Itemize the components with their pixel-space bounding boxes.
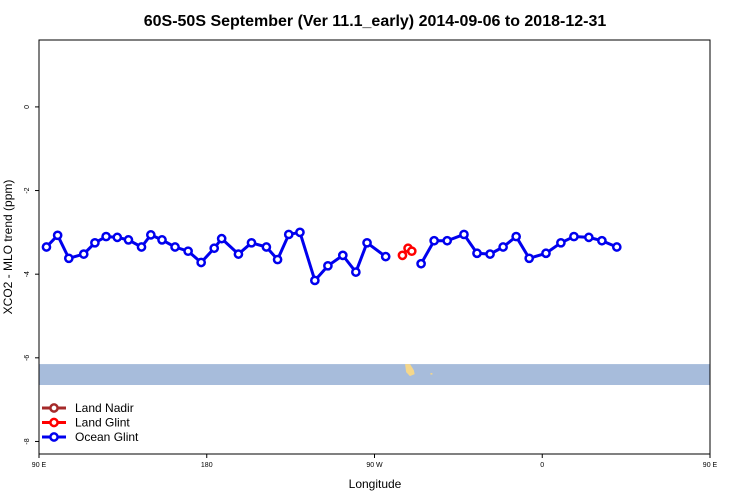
data-point xyxy=(136,242,147,252)
data-point xyxy=(416,258,426,269)
data-point xyxy=(101,231,111,242)
data-point xyxy=(261,242,272,252)
data-point xyxy=(112,232,123,243)
y-tick-label: -6 xyxy=(24,355,31,361)
series-land-glint xyxy=(397,243,417,261)
data-point xyxy=(216,233,227,244)
legend-marker xyxy=(49,417,59,428)
data-point xyxy=(157,235,167,245)
data-point xyxy=(323,260,333,271)
legend-label: Land Glint xyxy=(75,416,130,430)
chart-title: 60S-50S September (Ver 11.1_early) 2014-… xyxy=(144,13,607,30)
data-point xyxy=(597,235,607,246)
island-land xyxy=(430,373,433,375)
data-point xyxy=(524,253,535,264)
data-point xyxy=(337,250,348,261)
data-point xyxy=(78,249,89,259)
y-tick-label: -4 xyxy=(24,271,31,277)
data-point xyxy=(351,267,361,277)
legend-label: Ocean Glint xyxy=(75,430,139,444)
data-point xyxy=(283,229,294,240)
legend-item: Land Glint xyxy=(42,416,130,430)
data-point xyxy=(170,242,180,252)
data-point xyxy=(459,229,469,240)
data-point xyxy=(52,230,63,241)
data-point xyxy=(123,235,134,245)
data-point xyxy=(442,235,453,246)
data-point xyxy=(233,249,244,259)
data-point xyxy=(498,242,508,252)
data-point xyxy=(310,275,320,286)
data-point xyxy=(295,227,305,238)
data-point xyxy=(556,237,566,248)
legend-item: Land Nadir xyxy=(42,401,134,415)
series-line xyxy=(45,230,387,282)
y-tick-label: -2 xyxy=(24,187,31,193)
data-point xyxy=(583,232,594,243)
x-tick-label: 90 W xyxy=(366,462,383,469)
data-point xyxy=(41,242,52,252)
data-point xyxy=(511,231,522,242)
data-point xyxy=(63,253,74,264)
data-point xyxy=(272,254,283,265)
legend-item: Ocean Glint xyxy=(42,430,139,444)
land-band-layer xyxy=(39,364,710,385)
x-tick-label: 180 xyxy=(201,462,213,469)
data-point xyxy=(569,231,579,242)
data-point xyxy=(429,235,439,246)
x-tick-label: 90 E xyxy=(32,462,47,469)
data-point xyxy=(183,246,193,257)
x-tick-label: 90 E xyxy=(703,462,718,469)
south-america-land xyxy=(405,364,415,377)
data-point xyxy=(541,248,551,259)
data-point xyxy=(209,243,220,254)
legend-marker xyxy=(49,403,59,413)
x-tick-label: 0 xyxy=(540,462,544,469)
data-point xyxy=(145,230,156,240)
data-point xyxy=(362,237,372,248)
data-point xyxy=(406,246,417,257)
legend-label: Land Nadir xyxy=(75,401,134,415)
x-axis-ticks: 90 E 180 90 W 0 90 E xyxy=(32,454,718,469)
data-point xyxy=(472,248,482,259)
data-point xyxy=(380,251,391,262)
series-ocean-glint xyxy=(41,227,622,286)
y-axis-label: XCO2 - MLO trend (ppm) xyxy=(1,180,15,315)
x-axis-label: Longitude xyxy=(349,477,402,491)
y-tick-label: 0 xyxy=(24,105,31,109)
y-axis-ticks: 0 -2 -4 -6 -8 xyxy=(24,105,39,445)
ocean-band xyxy=(39,364,710,385)
data-point xyxy=(246,237,257,248)
data-point xyxy=(397,250,408,261)
data-point xyxy=(196,257,207,268)
y-tick-label: -8 xyxy=(24,438,31,444)
series-layer xyxy=(41,227,622,286)
legend-marker xyxy=(49,432,59,442)
data-point xyxy=(90,237,100,248)
data-point xyxy=(611,242,622,252)
data-point xyxy=(485,249,495,259)
